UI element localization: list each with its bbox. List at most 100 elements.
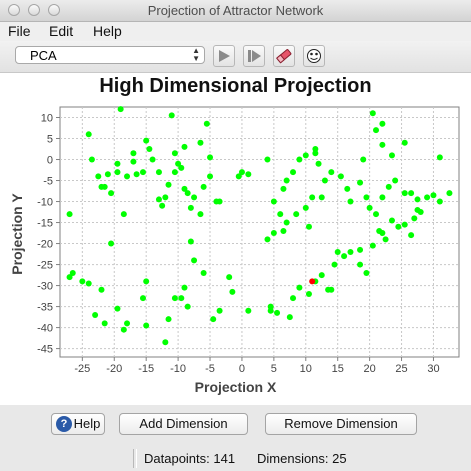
data-point: [309, 194, 316, 201]
data-point: [270, 198, 277, 205]
data-point: [363, 194, 370, 201]
data-point: [388, 152, 395, 159]
play-button[interactable]: [213, 45, 235, 67]
data-point: [283, 177, 290, 184]
clear-button[interactable]: [273, 45, 295, 67]
data-point: [162, 339, 169, 346]
data-point: [120, 211, 127, 218]
projection-method-select[interactable]: PCA ▲ ▼: [15, 46, 205, 64]
y-tick-label: -40: [37, 323, 53, 335]
data-point: [360, 156, 367, 163]
remove-dimension-button[interactable]: Remove Dimension: [265, 413, 417, 435]
data-point: [171, 150, 178, 157]
add-dimension-button[interactable]: Add Dimension: [119, 413, 248, 435]
window-title: Projection of Attractor Network: [147, 3, 324, 18]
data-point: [357, 246, 364, 253]
x-tick-label: 0: [239, 363, 245, 375]
dimensions-count: Dimensions: 25: [257, 451, 347, 466]
y-tick-label: -45: [37, 344, 53, 356]
data-point: [139, 295, 146, 302]
step-button[interactable]: [243, 45, 265, 67]
data-point: [181, 185, 188, 192]
data-point: [267, 303, 274, 310]
data-point: [226, 274, 233, 281]
data-point: [347, 248, 354, 255]
data-point: [178, 295, 185, 302]
data-point: [168, 112, 175, 119]
data-point: [165, 181, 172, 188]
scatter-plot: -25 -20 -15 -10 -5 0 5 10 15 20 25 30 10 5 0 -5 -10 -15 -2…: [37, 106, 460, 375]
menu-help[interactable]: Help: [93, 23, 122, 39]
datapoints-count: Datapoints: 141: [144, 451, 236, 466]
data-point: [171, 169, 178, 176]
data-point: [197, 211, 204, 218]
x-tick-label: 15: [332, 363, 344, 375]
data-point: [104, 171, 111, 178]
data-point: [200, 269, 207, 276]
data-point: [373, 127, 380, 134]
y-axis-label: Projection Y: [9, 193, 26, 275]
title-bar: Projection of Attractor Network: [0, 0, 471, 22]
data-point: [69, 269, 76, 276]
data-point: [245, 171, 252, 178]
data-point: [344, 185, 351, 192]
data-point: [296, 156, 303, 163]
data-point: [369, 242, 376, 249]
data-point: [296, 284, 303, 291]
data-point: [165, 316, 172, 323]
data-point: [187, 238, 194, 245]
minimize-window-button[interactable]: [28, 4, 40, 16]
data-point: [264, 156, 271, 163]
data-point: [283, 219, 290, 226]
data-point: [366, 204, 373, 211]
play-icon: [219, 50, 230, 62]
x-tick-label: 5: [271, 363, 277, 375]
data-point: [414, 196, 421, 203]
data-point: [357, 261, 364, 268]
menu-file[interactable]: File: [8, 23, 31, 39]
data-point: [341, 253, 348, 260]
data-point: [191, 194, 198, 201]
data-point: [408, 232, 415, 239]
data-point: [373, 211, 380, 218]
zoom-window-button[interactable]: [48, 4, 60, 16]
data-point: [318, 272, 325, 279]
data-point: [280, 227, 287, 234]
data-point: [305, 223, 312, 230]
toolbar: PCA ▲ ▼: [0, 41, 471, 73]
data-point: [293, 211, 300, 218]
highlighted-data-point: [309, 278, 316, 285]
data-point: [392, 177, 399, 184]
data-point: [133, 171, 140, 178]
data-point: [200, 183, 207, 190]
x-tick-label: -20: [106, 363, 122, 375]
data-point: [207, 173, 214, 180]
status-separator: [133, 449, 137, 468]
data-point: [124, 320, 131, 327]
help-button[interactable]: ? Help: [51, 413, 105, 435]
data-point: [290, 295, 297, 302]
projection-method-value: PCA: [30, 48, 57, 63]
data-point: [235, 173, 242, 180]
close-window-button[interactable]: [8, 4, 20, 16]
data-point: [401, 221, 408, 228]
data-point: [388, 217, 395, 224]
data-point: [155, 196, 162, 203]
x-tick-label: 10: [300, 363, 312, 375]
data-point: [312, 146, 319, 153]
menu-edit[interactable]: Edit: [49, 23, 74, 39]
data-point: [411, 215, 418, 222]
data-point: [401, 139, 408, 146]
help-button-label: Help: [73, 416, 101, 431]
eraser-icon: [276, 49, 292, 64]
x-tick-label: 25: [395, 363, 407, 375]
data-point: [280, 185, 287, 192]
randomize-button[interactable]: [303, 45, 325, 67]
data-point: [216, 307, 223, 314]
data-point: [197, 139, 204, 146]
data-point: [149, 156, 156, 163]
select-arrows-icon: ▲ ▼: [192, 46, 200, 63]
data-point: [159, 202, 166, 209]
y-tick-label: -35: [37, 302, 53, 314]
data-point: [114, 169, 121, 176]
